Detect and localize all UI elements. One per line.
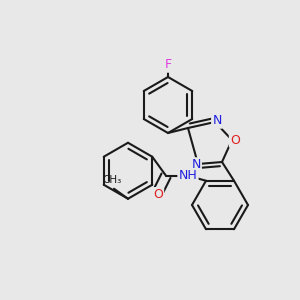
Text: F: F bbox=[164, 58, 172, 71]
Text: O: O bbox=[230, 134, 240, 146]
Text: O: O bbox=[153, 188, 163, 201]
Text: N: N bbox=[212, 115, 222, 128]
Text: N: N bbox=[191, 158, 201, 172]
Text: CH₃: CH₃ bbox=[102, 175, 122, 185]
Text: NH: NH bbox=[178, 169, 197, 182]
